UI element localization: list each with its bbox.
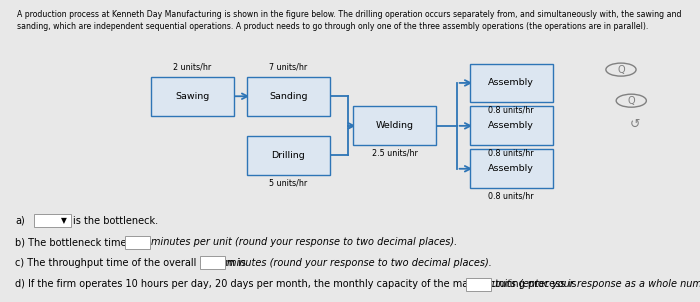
Text: a): a): [15, 216, 25, 226]
Text: 2 units/hr: 2 units/hr: [173, 63, 211, 72]
Text: b) The bottleneck time is: b) The bottleneck time is: [15, 237, 138, 247]
Text: Welding: Welding: [376, 121, 414, 130]
Text: Sanding: Sanding: [269, 92, 307, 101]
FancyBboxPatch shape: [150, 77, 234, 116]
FancyBboxPatch shape: [34, 214, 71, 227]
Text: 0.8 units/hr: 0.8 units/hr: [489, 106, 534, 115]
Text: is the bottleneck.: is the bottleneck.: [73, 216, 158, 226]
FancyBboxPatch shape: [247, 77, 330, 116]
FancyBboxPatch shape: [247, 136, 330, 175]
FancyBboxPatch shape: [125, 236, 150, 249]
FancyBboxPatch shape: [470, 107, 553, 145]
Text: 5 units/hr: 5 units/hr: [269, 178, 307, 187]
Text: 7 units/hr: 7 units/hr: [269, 63, 307, 72]
FancyBboxPatch shape: [470, 63, 553, 102]
Text: minutes (round your response to two decimal places).: minutes (round your response to two deci…: [227, 258, 491, 268]
Text: Q: Q: [617, 65, 625, 75]
Text: Assembly: Assembly: [489, 79, 534, 88]
FancyBboxPatch shape: [466, 278, 491, 291]
Text: ▼: ▼: [61, 216, 67, 225]
Text: minutes per unit (round your response to two decimal places).: minutes per unit (round your response to…: [151, 237, 457, 247]
Text: Assembly: Assembly: [489, 121, 534, 130]
Text: c) The throughput time of the overall system is: c) The throughput time of the overall sy…: [15, 258, 246, 268]
Text: 2.5 units/hr: 2.5 units/hr: [372, 149, 417, 158]
Text: 0.8 units/hr: 0.8 units/hr: [489, 149, 534, 158]
FancyBboxPatch shape: [353, 107, 436, 145]
Text: Sawing: Sawing: [175, 92, 209, 101]
Text: A production process at Kenneth Day Manufacturing is shown in the figure below. : A production process at Kenneth Day Manu…: [18, 10, 682, 31]
Text: Assembly: Assembly: [489, 164, 534, 173]
Text: Drilling: Drilling: [272, 151, 305, 160]
Text: ↺: ↺: [629, 118, 640, 131]
Text: 0.8 units/hr: 0.8 units/hr: [489, 192, 534, 201]
Text: d) If the firm operates 10 hours per day, 20 days per month, the monthly capacit: d) If the firm operates 10 hours per day…: [15, 279, 577, 289]
Text: units (enter your response as a whole number).: units (enter your response as a whole nu…: [492, 279, 700, 289]
Text: Q: Q: [627, 96, 635, 106]
FancyBboxPatch shape: [200, 256, 225, 269]
FancyBboxPatch shape: [470, 149, 553, 188]
